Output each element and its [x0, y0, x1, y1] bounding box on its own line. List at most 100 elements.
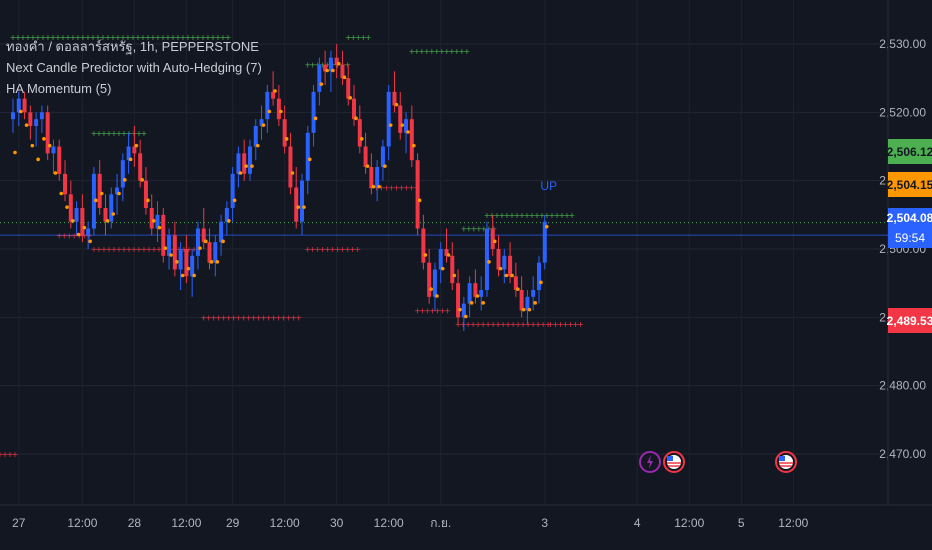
x-tick-label: 12:00: [67, 516, 97, 530]
candle-body: [253, 126, 258, 147]
candle-body: [265, 91, 270, 120]
resistance-marker: +: [116, 129, 123, 138]
resistance-marker: +: [509, 211, 516, 220]
prediction-dot: [267, 109, 272, 114]
legend-symbol[interactable]: ทองคำ / ดอลลาร์สหรัฐ, 1h, PEPPERSTONE: [6, 39, 259, 54]
support-marker: +: [455, 320, 462, 329]
price-badge-resistance: 2,506.12: [887, 139, 932, 164]
support-marker: +: [230, 313, 237, 322]
prediction-dot: [394, 102, 399, 107]
candle-body: [115, 187, 120, 195]
support-marker: +: [86, 231, 93, 240]
resistance-marker: +: [489, 211, 496, 220]
support-marker: +: [156, 245, 163, 254]
candle-body: [247, 146, 252, 174]
prediction-dot: [319, 82, 324, 86]
resistance-marker: +: [121, 129, 128, 138]
candle-body: [450, 255, 455, 284]
candle-body: [421, 228, 426, 263]
support-marker: +: [116, 245, 123, 254]
candle-body: [201, 228, 206, 243]
candle-body: [271, 91, 276, 99]
prediction-dot: [232, 198, 237, 203]
us-flag-event-icon[interactable]: [775, 451, 797, 473]
resistance-marker: +: [465, 225, 472, 234]
candle-body: [467, 283, 472, 304]
candle-body: [109, 194, 114, 222]
prediction-dot: [261, 123, 266, 127]
support-marker: +: [540, 320, 547, 329]
candle-body: [404, 119, 409, 133]
candle-body: [357, 119, 362, 147]
resistance-marker: +: [529, 211, 536, 220]
candle-body: [363, 146, 368, 167]
prediction-dot: [255, 143, 260, 148]
support-marker: +: [545, 320, 552, 329]
prediction-dot: [412, 143, 416, 148]
candle-body: [375, 167, 380, 188]
support-marker: +: [490, 320, 497, 329]
candle-body: [409, 119, 414, 161]
prediction-dot: [157, 225, 162, 230]
resistance-marker: +: [504, 211, 511, 220]
prediction-dot: [290, 171, 295, 175]
candle-body: [525, 296, 530, 311]
lightning-event-icon[interactable]: [639, 451, 661, 473]
resistance-marker: +: [80, 33, 87, 42]
resistance-marker: +: [350, 33, 357, 42]
support-marker: +: [547, 320, 554, 329]
candle-body: [195, 228, 200, 256]
legend-indicator-ha-momentum[interactable]: HA Momentum (5): [6, 81, 112, 96]
resistance-marker: +: [90, 33, 97, 42]
candle-body: [259, 119, 264, 126]
candle-body: [219, 221, 224, 243]
legend-indicator-predictor[interactable]: Next Candle Predictor with Auto-Hedging …: [6, 60, 262, 75]
x-tick-label: 27: [12, 516, 26, 530]
prediction-dot: [325, 68, 329, 73]
resistance-marker: +: [559, 211, 566, 220]
candle-body: [300, 180, 304, 222]
resistance-marker: +: [309, 61, 316, 70]
support-marker: +: [485, 320, 492, 329]
support-marker: +: [424, 307, 431, 316]
prediction-dot: [134, 143, 139, 148]
support-marker: +: [515, 320, 522, 329]
support-marker: +: [101, 245, 108, 254]
support-marker: +: [151, 245, 158, 254]
candle-body: [161, 214, 166, 256]
support-marker: +: [510, 320, 517, 329]
resistance-marker: +: [448, 47, 455, 56]
support-marker: +: [500, 320, 507, 329]
prediction-dot: [30, 143, 35, 148]
support-marker: +: [419, 307, 426, 316]
resistance-marker: +: [539, 211, 546, 220]
prediction-dot: [481, 301, 485, 305]
support-marker: +: [131, 245, 138, 254]
resistance-marker: +: [170, 33, 177, 42]
y-tick-label: 2,470.00: [879, 447, 926, 461]
us-flag-event-icon[interactable]: [663, 451, 685, 473]
candle-body: [427, 262, 432, 297]
x-tick-label: 12:00: [674, 516, 704, 530]
prediction-dot: [400, 123, 405, 127]
prediction-dot: [18, 109, 23, 114]
resistance-marker: +: [10, 33, 17, 42]
resistance-marker: +: [304, 61, 311, 70]
prediction-dot: [146, 198, 150, 203]
candle-body: [242, 153, 247, 174]
prediction-dot: [71, 219, 75, 223]
support-marker: +: [91, 245, 98, 254]
resistance-marker: +: [428, 47, 435, 56]
support-marker: +: [429, 307, 436, 316]
candle-body: [282, 119, 287, 147]
support-marker: +: [567, 320, 574, 329]
support-marker: +: [403, 184, 410, 193]
resistance-marker: +: [190, 33, 197, 42]
candle-body: [34, 119, 39, 126]
prediction-dot: [423, 253, 428, 257]
x-tick-label: 28: [128, 516, 142, 530]
candle-body: [444, 249, 449, 256]
prediction-dot: [371, 184, 376, 189]
y-tick-label: 2,480.00: [879, 379, 926, 393]
